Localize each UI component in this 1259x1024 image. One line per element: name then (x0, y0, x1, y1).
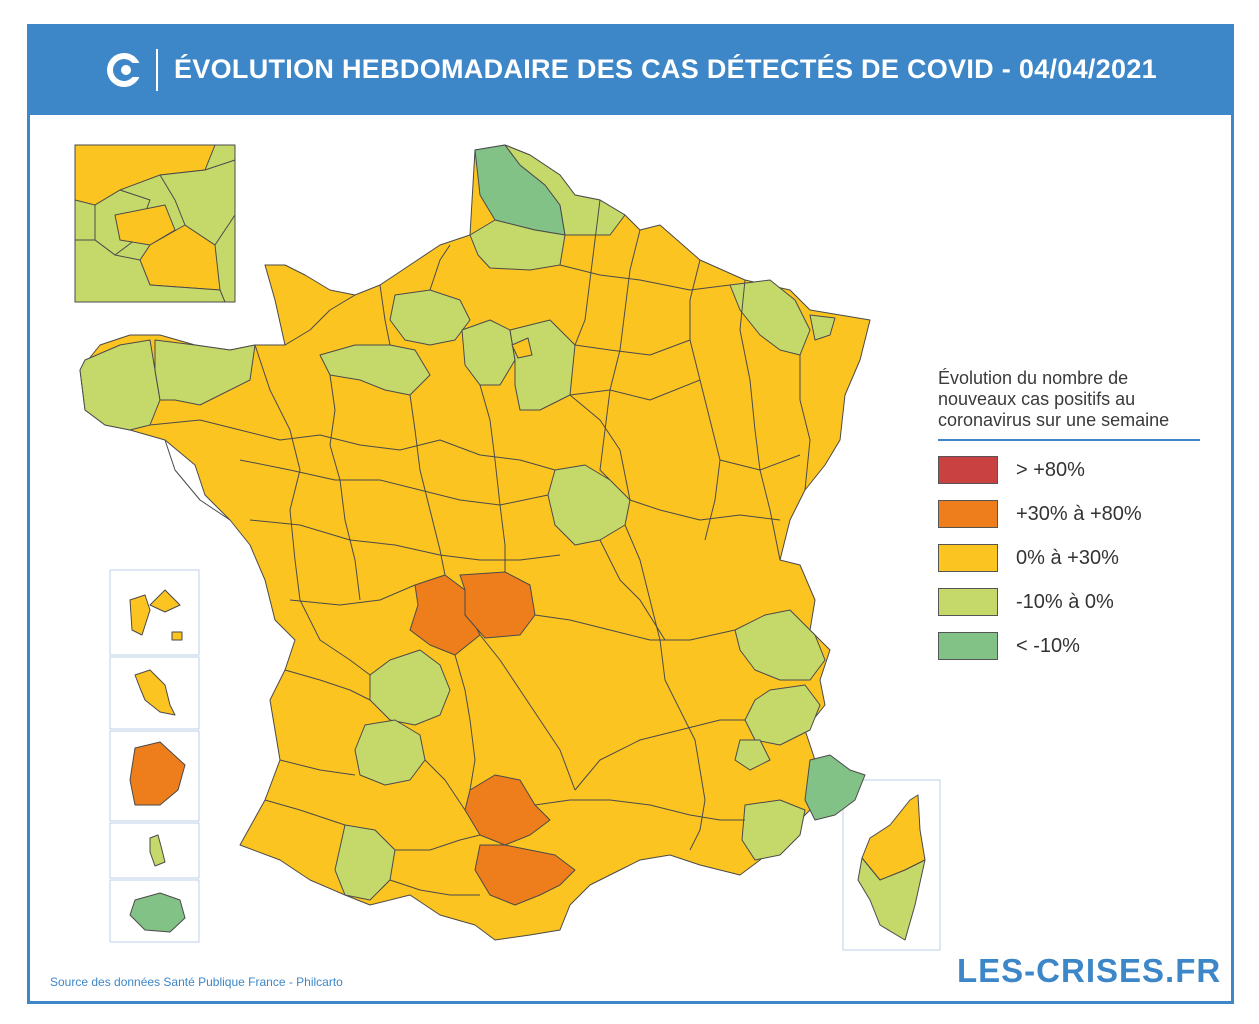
guadeloupe (129, 589, 183, 641)
mainland-france (79, 144, 871, 941)
corsica-inset (842, 779, 941, 951)
dept-savoie (734, 609, 826, 681)
dept-nievre (547, 464, 631, 546)
dept-hautes-pyrenees (334, 824, 396, 901)
dept-orne (319, 344, 431, 396)
dept-haute-vienne (409, 574, 481, 656)
legend-title-line-3: coronavirus sur une semaine (938, 410, 1170, 430)
legend-item-30-80: +30% à +80% (938, 499, 1200, 529)
legend-label-above-80: > +80% (1016, 458, 1085, 481)
inset-frame-guadeloupe (109, 569, 200, 656)
inset-seine-saint-denis (159, 159, 236, 246)
header-separator (156, 48, 158, 91)
legend-swatch-30-80 (938, 500, 998, 528)
dept-var (741, 799, 806, 861)
source-note: Source des données Santé Publique France… (50, 975, 343, 989)
martinique (134, 669, 176, 716)
dept-nord (504, 144, 626, 236)
legend-swatch-minus10-0 (938, 588, 998, 616)
corse-du-sud (857, 857, 926, 941)
inset-essonne (74, 239, 226, 303)
legend-label-minus10-0: -10% à 0% (1016, 590, 1114, 613)
les-crises-logo-icon (107, 52, 142, 87)
dept-yvelines (461, 319, 516, 386)
dept-cotes-darmor (154, 339, 256, 406)
overseas-insets (109, 569, 200, 943)
dept-alpes-maritimes (804, 754, 866, 821)
dept-aude (474, 844, 576, 906)
legend-swatch-0-30 (938, 544, 998, 572)
inset-val-doise (74, 144, 216, 206)
dept-tarn (464, 774, 551, 846)
legend-label-0-30: 0% à +30% (1016, 546, 1119, 569)
guyane (129, 741, 186, 806)
dept-moselle-north (809, 314, 836, 341)
dept-lot-et-garonne (354, 719, 426, 786)
page-title: ÉVOLUTION HEBDOMADAIRE DES CAS DÉTECTÉS … (174, 54, 1157, 84)
legend-label-below-minus10: < -10% (1016, 634, 1080, 657)
legend-label-30-80: +30% à +80% (1016, 502, 1142, 525)
legend-swatch-above-80 (938, 456, 998, 484)
france-mainland-base (79, 144, 871, 941)
header-bar: ÉVOLUTION HEBDOMADAIRE DES CAS DÉTECTÉS … (27, 24, 1234, 115)
legend-item-above-80: > +80% (938, 455, 1200, 485)
brand-logo: LES-CRISES.FR (957, 952, 1222, 989)
dept-hautes-alpes (744, 684, 821, 746)
legend-title-line-1: Évolution du nombre de (938, 368, 1129, 388)
legend: Évolution du nombre de nouveaux cas posi… (938, 368, 1200, 661)
dept-creuse (459, 571, 536, 639)
dept-finistere (79, 339, 161, 431)
legend-item-0-30: 0% à +30% (938, 543, 1200, 573)
reunion (129, 892, 186, 933)
legend-swatch-below-minus10 (938, 632, 998, 660)
department-borders (149, 199, 811, 896)
paris-inset (74, 144, 236, 303)
dept-dordogne (369, 649, 451, 726)
dept-paris (511, 337, 533, 359)
legend-item-minus10-0: -10% à 0% (938, 587, 1200, 617)
legend-title: Évolution du nombre de nouveaux cas posi… (938, 368, 1200, 441)
dept-eure (389, 289, 471, 346)
legend-title-line-2: nouveaux cas positifs au (938, 389, 1136, 409)
legend-item-below-minus10: < -10% (938, 631, 1200, 661)
mayotte (149, 834, 166, 867)
dept-drome-east (734, 739, 771, 771)
